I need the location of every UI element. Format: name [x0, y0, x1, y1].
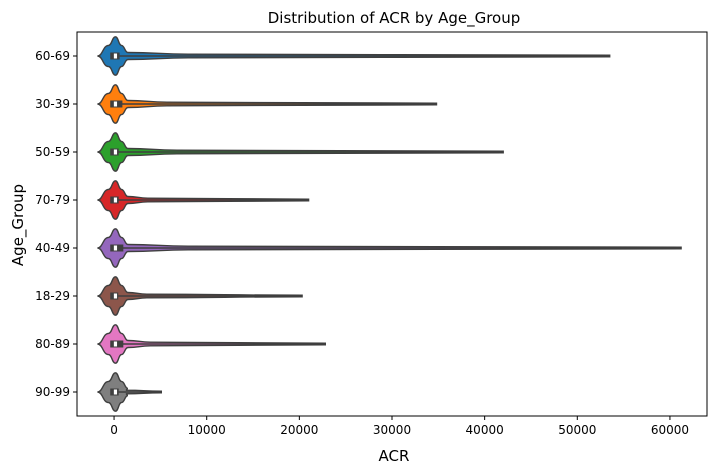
x-tick-label: 60000	[651, 423, 689, 437]
violin-group-90-99	[97, 372, 162, 412]
y-tick-label: 40-49	[35, 241, 70, 255]
y-tick-label: 90-99	[35, 385, 70, 399]
x-tick-label: 10000	[188, 423, 226, 437]
x-tick-label: 20000	[280, 423, 318, 437]
x-tick-label: 0	[110, 423, 118, 437]
y-tick-label: 60-69	[35, 49, 70, 63]
violin-median-marker	[113, 389, 118, 395]
y-tick-label: 18-29	[35, 289, 70, 303]
y-tick-label: 80-89	[35, 337, 70, 351]
y-tick-label: 30-39	[35, 97, 70, 111]
violin-median-marker	[113, 245, 118, 251]
violin-group-70-79	[97, 180, 310, 220]
x-axis-label: ACR	[379, 447, 410, 465]
chart-title: Distribution of ACR by Age_Group	[268, 9, 521, 28]
y-tick-label: 70-79	[35, 193, 70, 207]
y-tick-label: 50-59	[35, 145, 70, 159]
violin-group-50-59	[97, 132, 504, 172]
violin-group-40-49	[97, 228, 682, 268]
x-tick-label: 40000	[466, 423, 504, 437]
y-axis-label: Age_Group	[9, 184, 28, 266]
violin-group-30-39	[97, 84, 438, 124]
violin-median-marker	[113, 53, 118, 59]
violin-median-marker	[113, 341, 118, 347]
violin-median-marker	[113, 197, 118, 203]
violin-median-marker	[113, 149, 118, 155]
violin-group-60-69	[97, 36, 611, 76]
violin-median-marker	[113, 101, 118, 107]
x-tick-label: 30000	[373, 423, 411, 437]
violin-group-80-89	[97, 324, 326, 364]
violin-group-18-29	[97, 276, 303, 316]
violin-median-marker	[113, 293, 118, 299]
plot-area: 0 10000 20000 30000 40000 50000 60000 60-69 30-3…	[35, 31, 708, 437]
x-tick-label: 50000	[558, 423, 596, 437]
